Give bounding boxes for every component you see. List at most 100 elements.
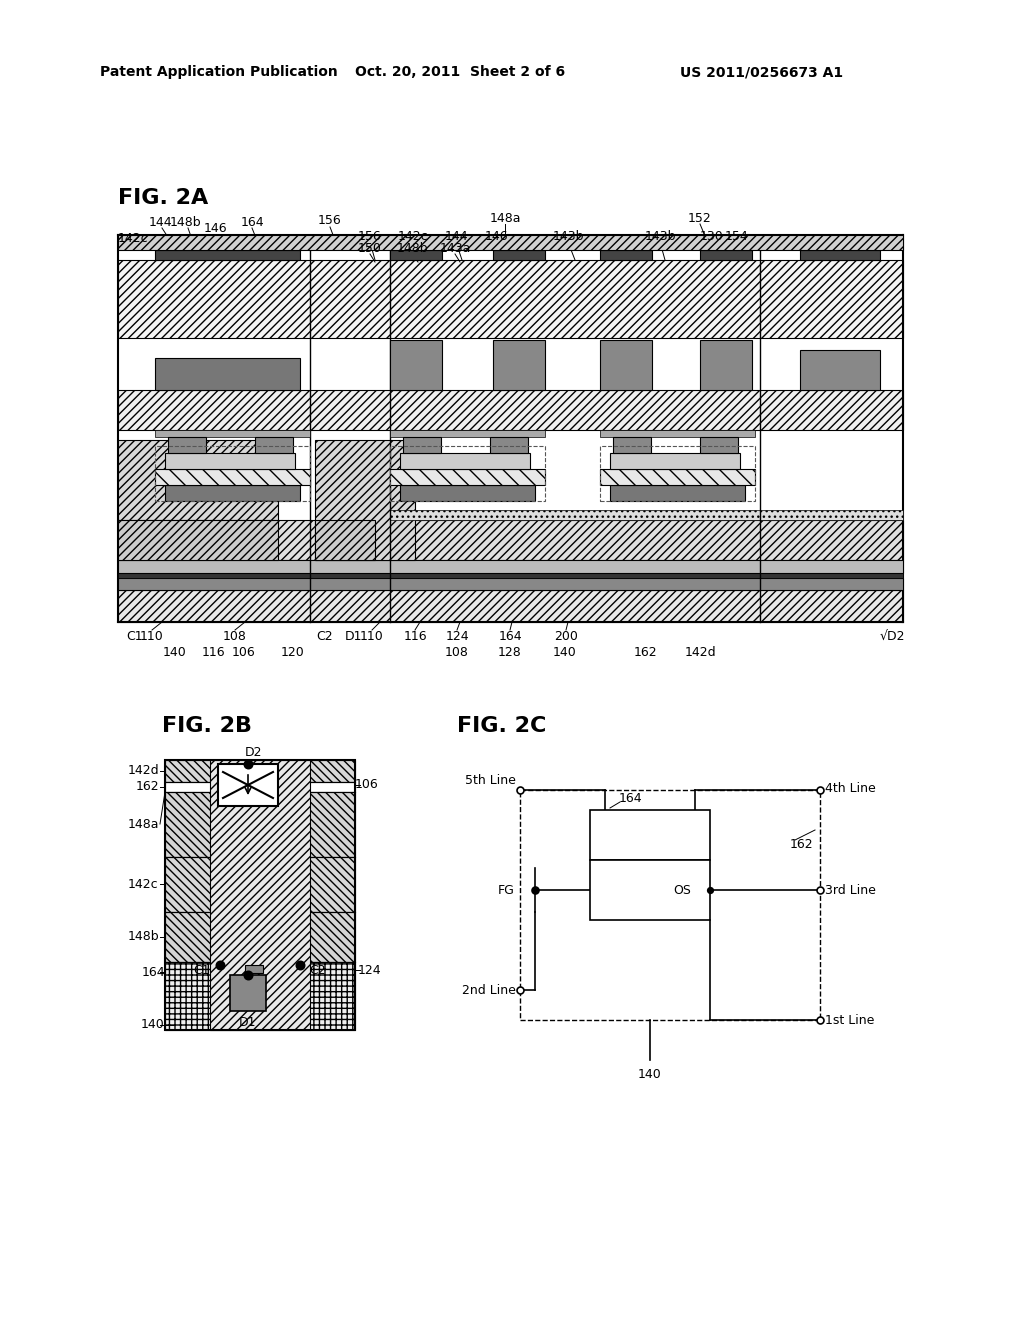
Bar [165, 760, 355, 781]
Bar [600, 341, 652, 389]
Text: 2nd Line: 2nd Line [462, 983, 516, 997]
Bar [218, 764, 278, 807]
Bar [118, 520, 278, 560]
Text: 124: 124 [357, 964, 381, 977]
Bar [118, 389, 903, 430]
Bar [230, 975, 266, 1011]
Text: 164: 164 [141, 965, 165, 978]
Bar [165, 857, 355, 912]
Text: 148a: 148a [127, 817, 159, 830]
Text: FIG. 2B: FIG. 2B [162, 715, 252, 737]
Bar [168, 437, 206, 453]
Text: 140: 140 [141, 1019, 165, 1031]
Bar [590, 861, 710, 920]
Bar [390, 249, 442, 260]
Text: 128: 128 [498, 645, 522, 659]
Text: 156: 156 [358, 230, 382, 243]
Text: 162: 162 [790, 838, 814, 851]
Text: 156: 156 [318, 214, 342, 227]
Text: 130: 130 [700, 230, 724, 243]
Text: D1: D1 [345, 630, 362, 643]
Text: 120: 120 [282, 645, 305, 659]
Bar [118, 235, 903, 249]
Text: 5th Line: 5th Line [465, 774, 516, 787]
Text: 142c: 142c [128, 878, 159, 891]
Bar [118, 520, 903, 560]
Bar [800, 350, 880, 389]
Text: 148b: 148b [127, 931, 159, 944]
Text: 3rd Line: 3rd Line [825, 883, 876, 896]
Bar [390, 430, 545, 437]
Text: 152: 152 [688, 211, 712, 224]
Bar [155, 358, 300, 389]
Text: 200: 200 [554, 631, 578, 644]
Bar [315, 520, 375, 560]
Bar [118, 560, 903, 573]
Bar [118, 573, 903, 578]
Bar [165, 781, 355, 792]
Text: 142c: 142c [118, 231, 148, 244]
Bar [600, 430, 755, 437]
Text: 110: 110 [140, 631, 164, 644]
Bar [165, 453, 295, 469]
Text: Patent Application Publication: Patent Application Publication [100, 65, 338, 79]
Text: C2: C2 [309, 964, 327, 977]
Bar [800, 249, 880, 260]
Bar [700, 249, 752, 260]
Bar [610, 453, 740, 469]
Text: 1st Line: 1st Line [825, 1014, 874, 1027]
Bar [590, 810, 710, 861]
Bar [118, 440, 278, 520]
Text: 108: 108 [223, 631, 247, 644]
Text: 140: 140 [638, 1068, 662, 1081]
Text: 144: 144 [148, 215, 172, 228]
Text: Oct. 20, 2011  Sheet 2 of 6: Oct. 20, 2011 Sheet 2 of 6 [355, 65, 565, 79]
Bar [613, 437, 651, 453]
Bar [400, 453, 530, 469]
Text: 148b: 148b [396, 243, 428, 256]
Text: US 2011/0256673 A1: US 2011/0256673 A1 [680, 65, 843, 79]
Bar [118, 578, 903, 590]
Text: 154: 154 [725, 230, 749, 243]
Bar [165, 484, 300, 502]
Text: 146: 146 [203, 223, 226, 235]
Bar [118, 590, 903, 622]
Bar [700, 437, 738, 453]
Bar [155, 249, 300, 260]
Text: 146: 146 [484, 230, 508, 243]
Bar [155, 469, 310, 484]
Text: 143b: 143b [552, 230, 584, 243]
Text: C1: C1 [194, 964, 210, 977]
Bar [490, 437, 528, 453]
Bar [390, 510, 903, 520]
Text: FIG. 2A: FIG. 2A [118, 187, 208, 209]
Bar [493, 341, 545, 389]
Bar [700, 341, 752, 389]
Text: 148b: 148b [169, 215, 201, 228]
Bar [610, 484, 745, 502]
Text: 106: 106 [355, 779, 379, 792]
Text: 162: 162 [633, 645, 656, 659]
Bar [600, 249, 652, 260]
Text: 150: 150 [358, 243, 382, 256]
Bar [520, 789, 820, 1020]
Text: D2: D2 [245, 746, 262, 759]
Bar [403, 437, 441, 453]
Text: 143b: 143b [644, 230, 676, 243]
Bar [600, 446, 755, 502]
Text: 142d: 142d [127, 764, 159, 777]
Bar [210, 760, 310, 1030]
Text: D1: D1 [240, 1016, 257, 1030]
Text: 140: 140 [163, 645, 186, 659]
Text: 116: 116 [201, 645, 225, 659]
Bar [400, 484, 535, 502]
Bar [165, 962, 355, 1030]
Bar [155, 430, 310, 437]
Text: 4th Line: 4th Line [825, 781, 876, 795]
Text: 108: 108 [445, 645, 469, 659]
Text: 164: 164 [499, 631, 522, 644]
Bar [165, 912, 355, 962]
Bar [315, 440, 415, 560]
Text: 142d: 142d [684, 645, 716, 659]
Bar [390, 446, 545, 502]
